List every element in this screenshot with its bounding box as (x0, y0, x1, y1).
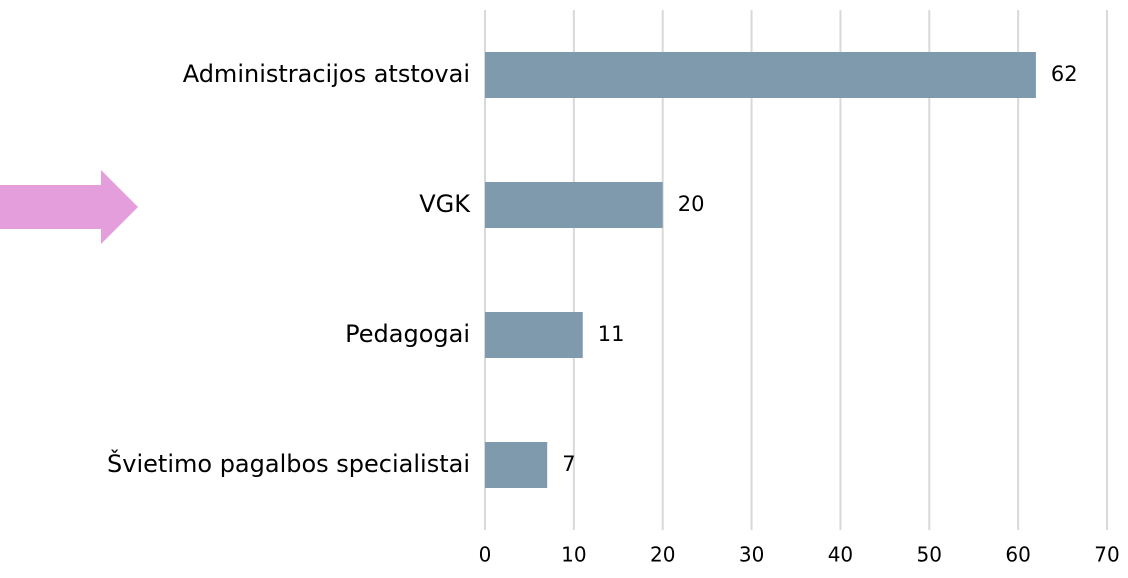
value-label: 20 (678, 192, 705, 216)
bar (485, 312, 583, 358)
bar (485, 52, 1036, 98)
x-tick-label: 70 (1094, 543, 1119, 567)
x-tick-label: 20 (650, 543, 675, 567)
value-label: 7 (562, 452, 575, 476)
value-label: 11 (598, 322, 625, 346)
arrow (0, 170, 138, 244)
x-tick-label: 60 (1005, 543, 1030, 567)
bar (485, 442, 548, 488)
x-tick-label: 50 (917, 543, 942, 567)
y-tick-label: Švietimo pagalbos specialistai (107, 448, 470, 478)
y-tick-label: Pedagogai (345, 320, 470, 348)
x-tick-label: 10 (561, 543, 586, 567)
x-tick-label: 40 (828, 543, 853, 567)
value-label: 62 (1051, 62, 1078, 86)
y-tick-label: Administracijos atstovai (183, 60, 470, 88)
x-tick-label: 0 (479, 543, 492, 567)
bar (485, 182, 663, 228)
x-tick-label: 30 (739, 543, 764, 567)
y-tick-label: VGK (419, 190, 471, 218)
